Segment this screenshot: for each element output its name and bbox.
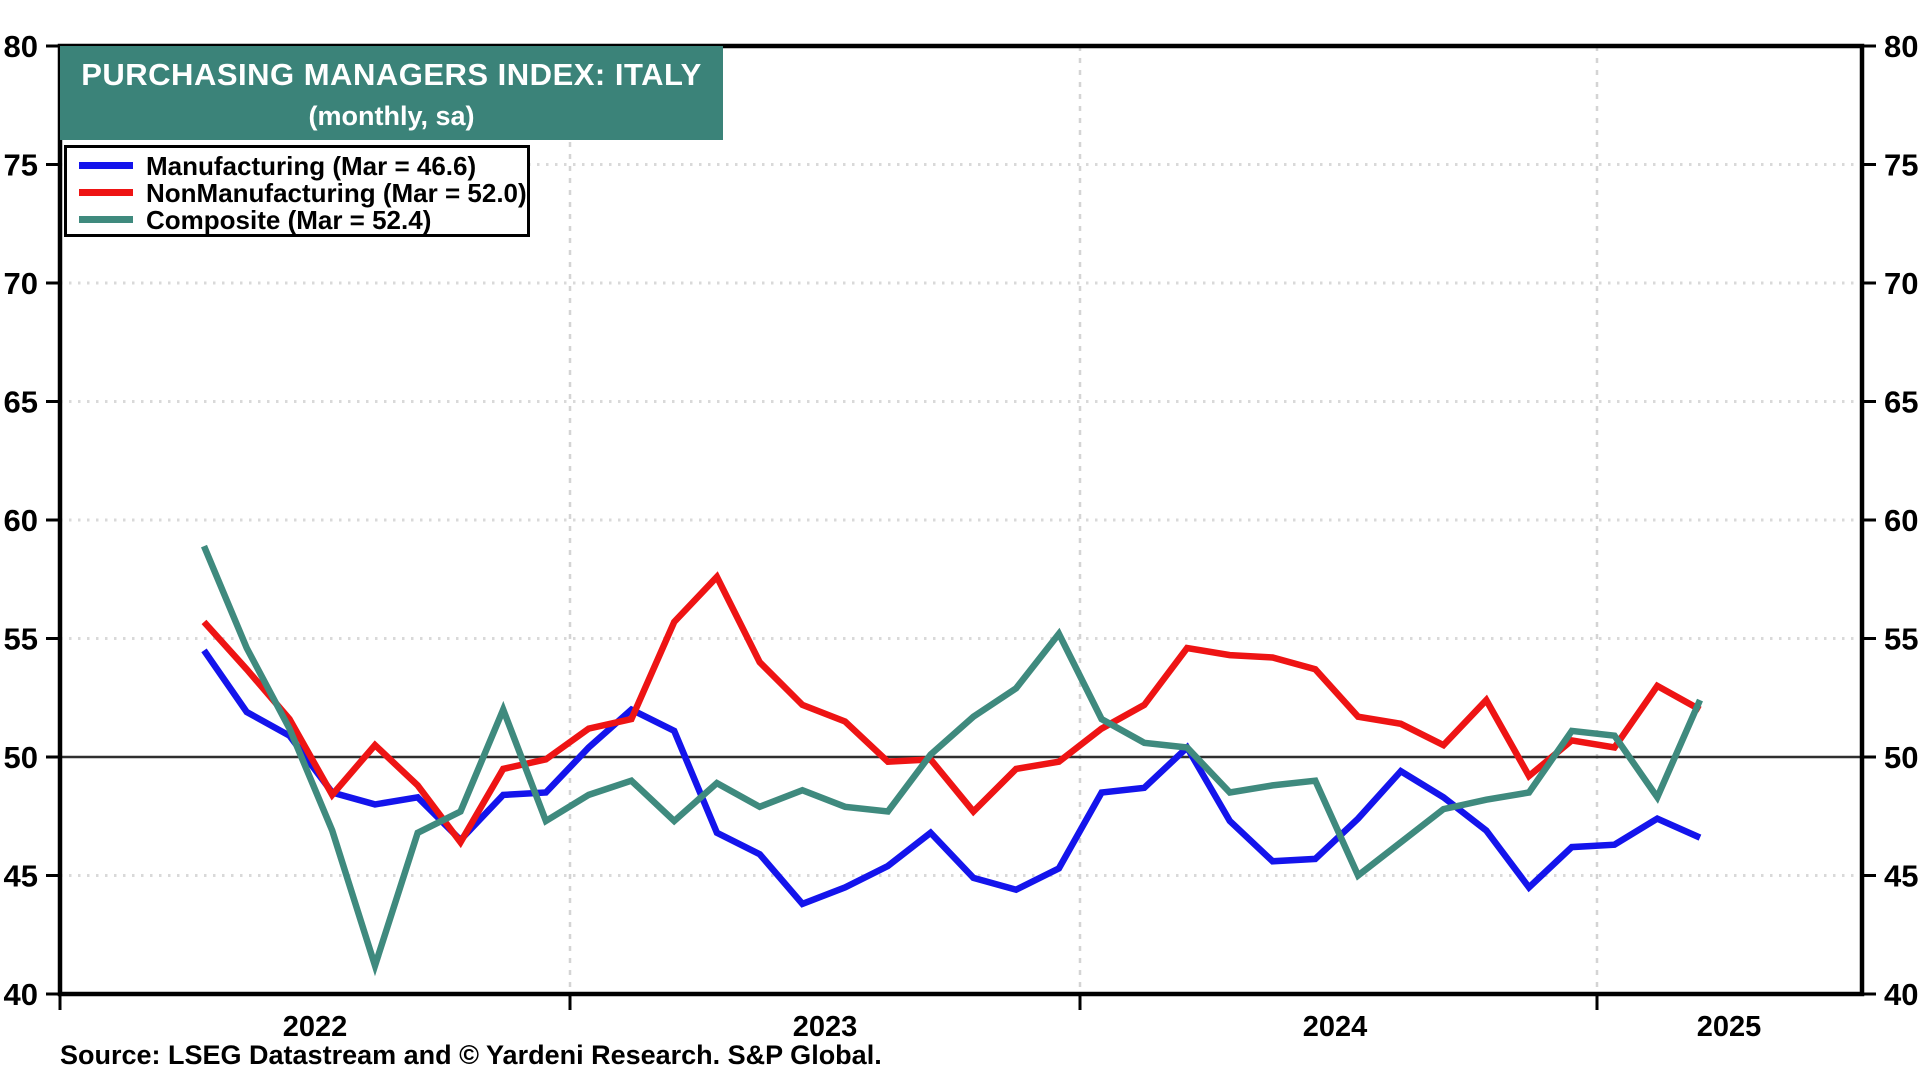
y-axis-label-left-45: 45 xyxy=(4,859,38,894)
source-attribution: Source: LSEG Datastream and © Yardeni Re… xyxy=(60,1040,882,1070)
y-axis-label-right-40: 40 xyxy=(1884,977,1918,1012)
y-axis-label-left-50: 50 xyxy=(4,740,38,775)
y-axis-label-right-65: 65 xyxy=(1884,385,1918,420)
x-axis-year-label-2022: 2022 xyxy=(283,1011,348,1043)
y-axis-label-right-45: 45 xyxy=(1884,859,1918,894)
y-axis-label-left-55: 55 xyxy=(4,622,38,657)
legend: Manufacturing (Mar = 46.6) NonManufactur… xyxy=(64,145,530,237)
legend-label-manufacturing: Manufacturing (Mar = 46.6) xyxy=(146,150,477,181)
y-axis-label-left-75: 75 xyxy=(4,148,38,183)
series-line-manufacturing xyxy=(201,648,1702,908)
y-axis-label-left-70: 70 xyxy=(4,266,38,301)
y-axis-label-right-75: 75 xyxy=(1884,148,1918,183)
legend-label-nonmanufacturing: NonManufacturing (Mar = 52.0) xyxy=(146,177,527,208)
y-axis-label-right-50: 50 xyxy=(1884,740,1918,775)
x-axis-year-label-2025: 2025 xyxy=(1697,1011,1762,1043)
manufacturing-line-swatch xyxy=(79,162,133,169)
chart-subtitle: (monthly, sa) xyxy=(308,101,475,131)
legend-item-composite: Composite (Mar = 52.4) xyxy=(73,206,527,233)
series-line-composite xyxy=(201,544,1703,977)
y-axis-label-right-60: 60 xyxy=(1884,503,1918,538)
y-axis-label-left-40: 40 xyxy=(4,977,38,1012)
chart-title: PURCHASING MANAGERS INDEX: ITALY xyxy=(81,57,702,92)
legend-label-composite: Composite (Mar = 52.4) xyxy=(146,204,432,235)
y-axis-label-left-60: 60 xyxy=(4,503,38,538)
x-axis-year-label-2024: 2024 xyxy=(1303,1011,1368,1043)
nonmanufacturing-line-swatch xyxy=(79,189,133,196)
y-axis-label-right-70: 70 xyxy=(1884,266,1918,301)
legend-item-nonmanufacturing: NonManufacturing (Mar = 52.0) xyxy=(73,179,527,206)
y-axis-label-right-80: 80 xyxy=(1884,29,1918,64)
y-axis-label-left-65: 65 xyxy=(4,385,38,420)
y-axis-label-right-55: 55 xyxy=(1884,622,1918,657)
series-line-nonmanufacturing xyxy=(201,571,1702,849)
chart-title-box: PURCHASING MANAGERS INDEX: ITALY (monthl… xyxy=(60,46,723,140)
composite-line-swatch xyxy=(79,216,133,223)
x-axis-year-label-2023: 2023 xyxy=(793,1011,858,1043)
legend-item-manufacturing: Manufacturing (Mar = 46.6) xyxy=(73,152,527,179)
y-axis-label-left-80: 80 xyxy=(4,29,38,64)
